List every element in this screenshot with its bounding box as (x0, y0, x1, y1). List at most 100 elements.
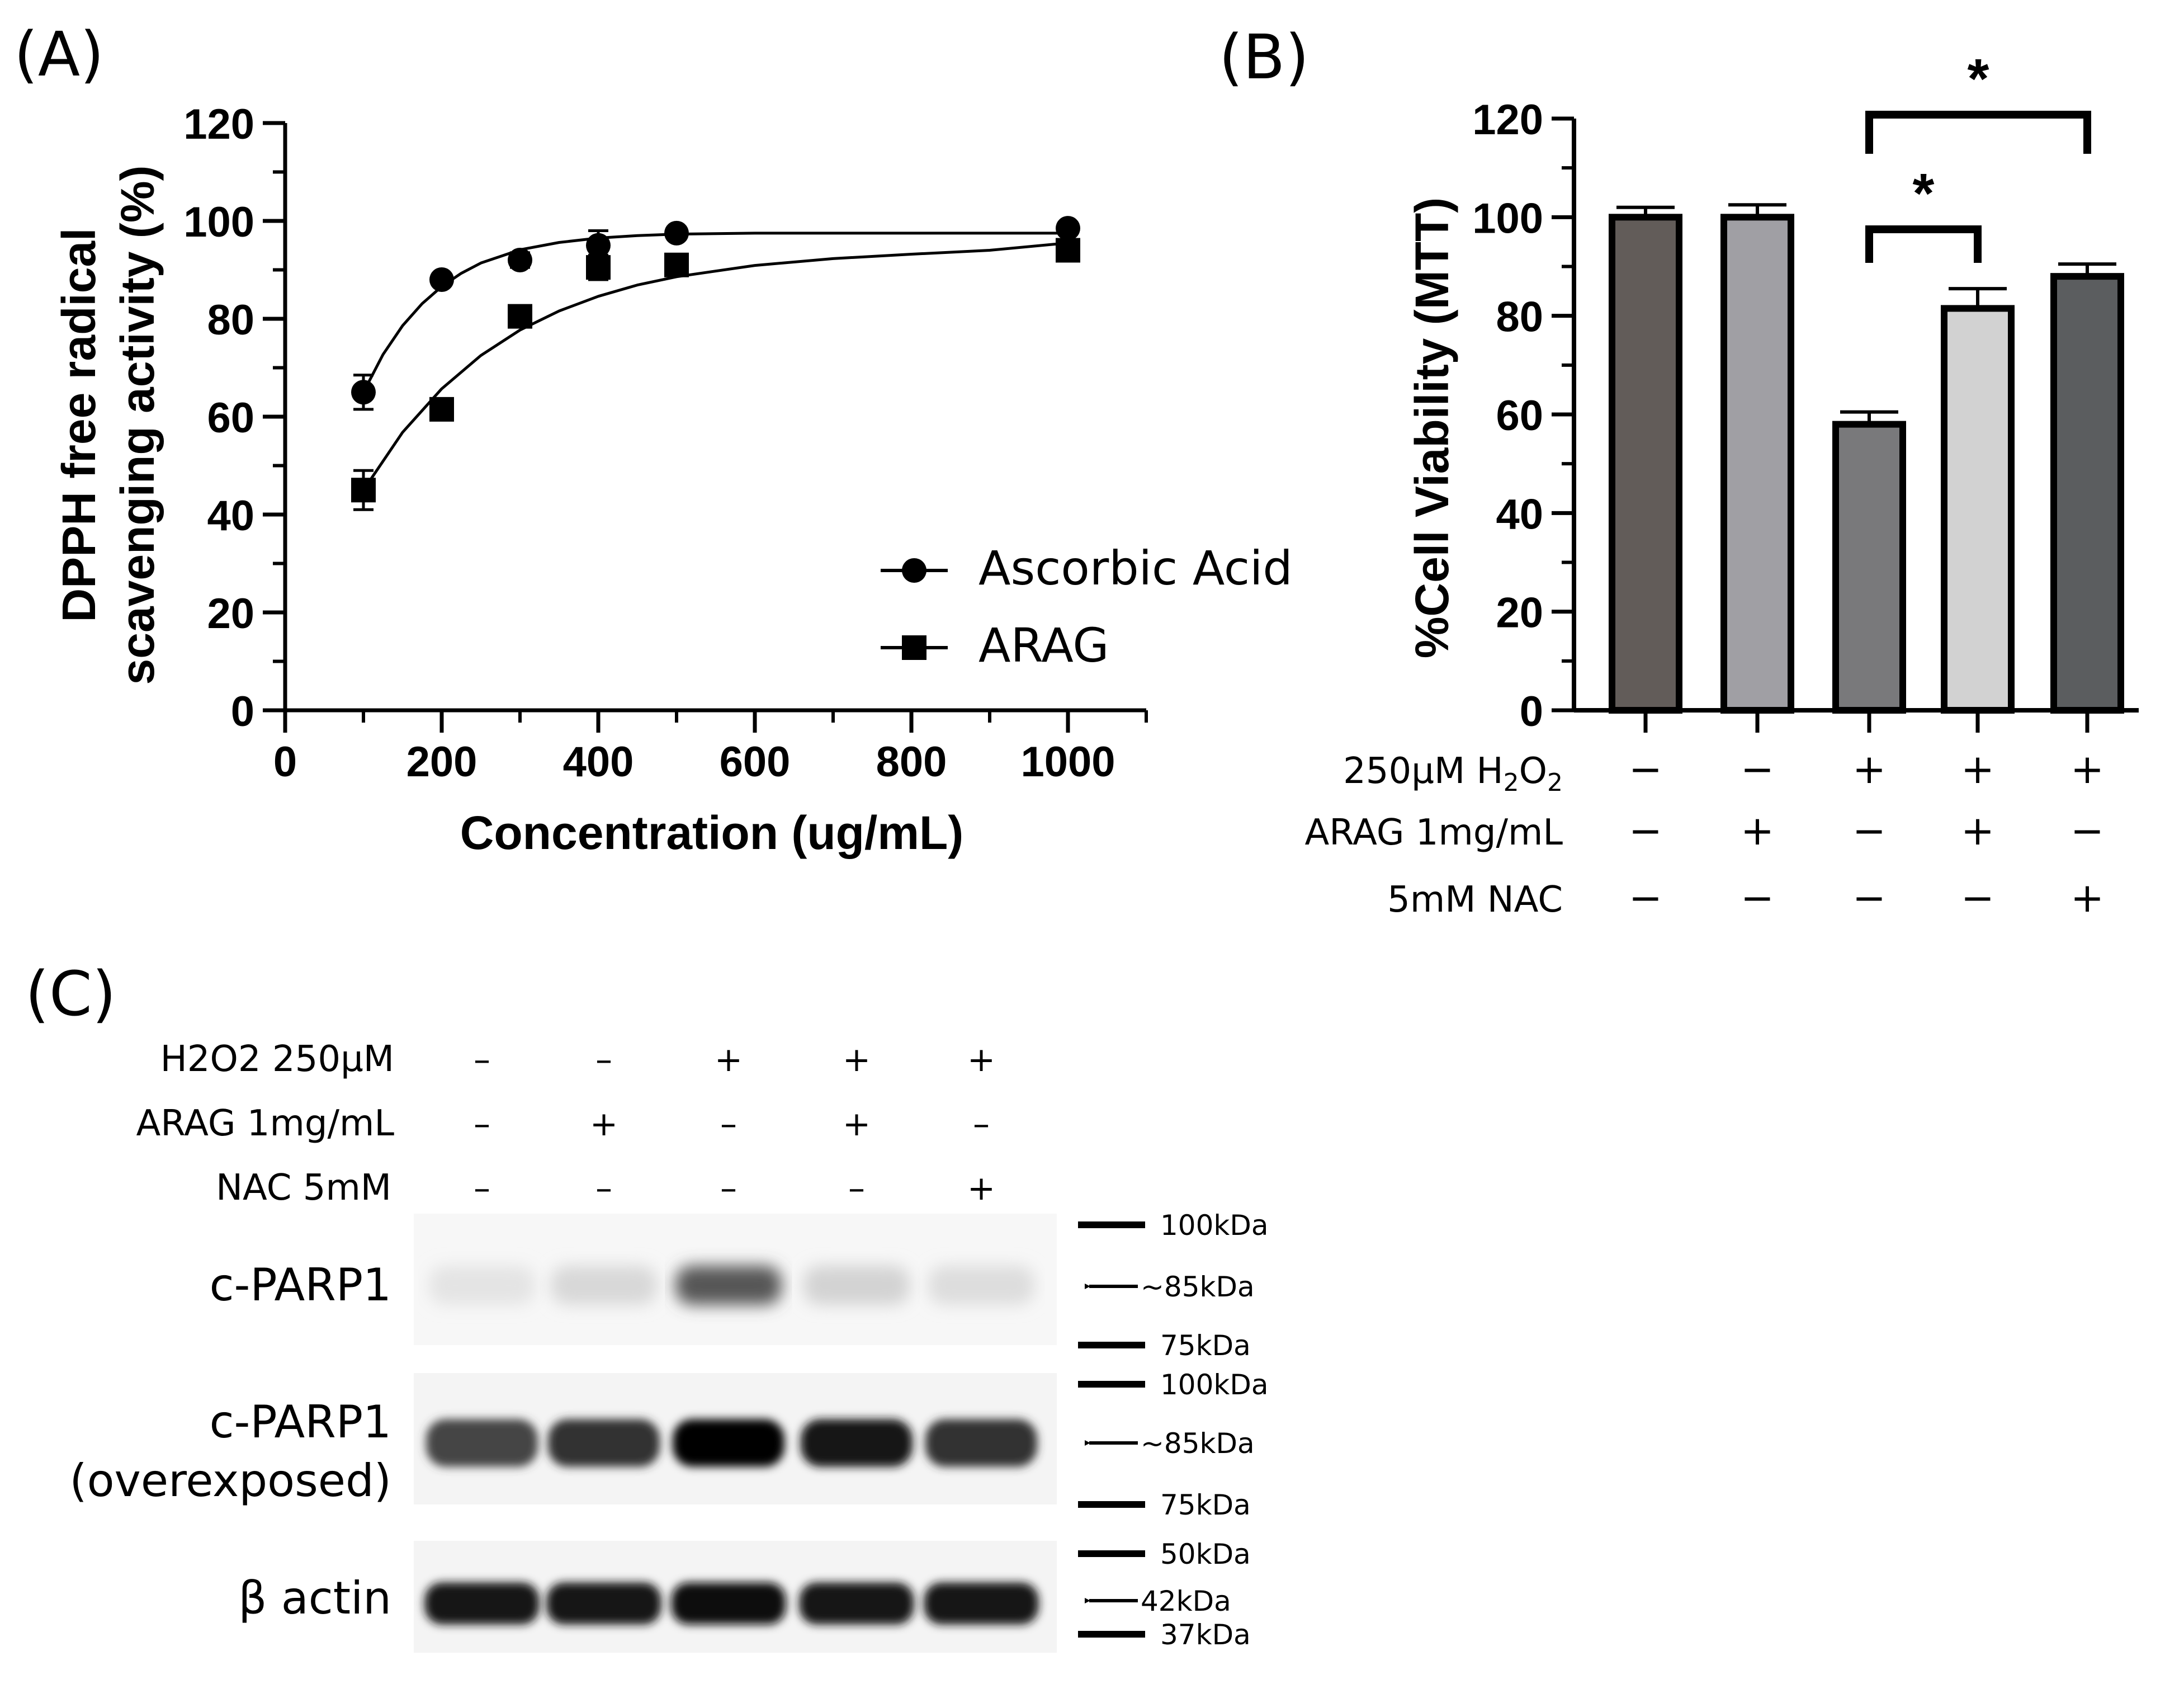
panel-a-label: (A) (14, 18, 104, 90)
significance-asterisk: * (1913, 162, 1935, 225)
y-tick-label: 0 (1520, 688, 1543, 735)
minus-sign: − (1961, 874, 1994, 921)
significance-bracket (1865, 111, 2091, 154)
bar (1941, 305, 2015, 714)
y-tick-label: 80 (207, 296, 254, 344)
minus-sign: – (595, 1169, 612, 1208)
minus-sign: − (1741, 874, 1774, 921)
blot-label-beta-actin: β actin (238, 1572, 391, 1624)
protein-band (924, 1582, 1039, 1625)
significance-bracket (1865, 225, 1982, 263)
blot-treatment-signs: – – + + + – + – + – – – – – + (474, 1040, 995, 1208)
data-point-ascorbic-acid (508, 248, 532, 272)
y-tick-label: 20 (1496, 589, 1543, 637)
x-tick-label: 600 (720, 738, 791, 786)
blot-c-parp1-overexposed: c-PARP1 (overexposed) (69, 1373, 1057, 1507)
y-tick-label: 40 (207, 492, 254, 540)
data-point-arag (664, 252, 689, 277)
protein-band (801, 1419, 913, 1467)
treatment-label-h2o2: 250µM H2O2 (1343, 751, 1563, 797)
data-point-arag (508, 304, 532, 329)
panel-a-fit-curves (362, 232, 1069, 491)
panel-a-data-points (351, 216, 1080, 511)
minus-sign: − (1629, 874, 1662, 921)
marker-label: 100kDa (1160, 1209, 1269, 1242)
y-tick-label: 40 (1496, 490, 1543, 538)
data-point-ascorbic-acid (429, 267, 454, 292)
y-tick-label: 120 (183, 101, 254, 148)
panel-b-label: (B) (1219, 21, 1309, 93)
blot-bands (429, 1266, 1034, 1305)
panel-a-axes: 0 20 40 60 80 100 120 0 200 400 600 800 1000 (183, 101, 1148, 786)
bar (1720, 214, 1794, 714)
plus-sign: + (1741, 807, 1774, 854)
protein-band (803, 1266, 910, 1305)
plus-sign: + (843, 1105, 871, 1144)
protein-band (671, 1582, 786, 1625)
blot-bands (424, 1582, 1039, 1625)
x-tick-label: 0 (273, 738, 297, 786)
x-tick-label: 800 (876, 738, 947, 786)
minus-sign: − (2070, 807, 2104, 854)
minus-sign: – (720, 1169, 737, 1208)
plus-sign: + (1961, 746, 1994, 793)
data-point-arag (429, 397, 454, 422)
y-tick-label: 0 (231, 688, 254, 735)
minus-sign: − (1629, 807, 1662, 854)
blot-label-overexposed-line2: (overexposed) (69, 1455, 391, 1507)
protein-band (548, 1419, 660, 1467)
legend-label-arag: ARAG (978, 618, 1109, 673)
blot-label-c-parp1: c-PARP1 (210, 1259, 391, 1311)
plus-sign: + (715, 1040, 743, 1079)
minus-sign: − (1852, 807, 1886, 854)
plus-sign: + (1961, 807, 1994, 854)
bar (1609, 214, 1682, 714)
minus-sign: – (973, 1105, 990, 1144)
y-tick-label: 20 (207, 590, 254, 638)
blot-treatment-label-h2o2: H2O2 250µM (160, 1039, 394, 1080)
minus-sign: – (474, 1105, 490, 1144)
significance-asterisk: * (1968, 48, 1989, 110)
minus-sign: − (1852, 874, 1886, 921)
marker-label: ~85kDa (1141, 1427, 1255, 1460)
minus-sign: − (1629, 746, 1662, 793)
marker-label: 75kDa (1160, 1489, 1251, 1521)
marker-label: 100kDa (1160, 1369, 1269, 1401)
protein-band (424, 1582, 540, 1625)
plus-sign: + (967, 1169, 995, 1208)
panel-a-legend: Ascorbic Acid ARAG (881, 541, 1293, 673)
panel-a-y-axis-label-line2: scavenging activity (%) (111, 166, 164, 685)
plus-sign: + (590, 1105, 618, 1144)
plus-sign: + (1852, 746, 1886, 793)
marker-label: 75kDa (1160, 1329, 1251, 1362)
blot-c-parp1: c-PARP1 (210, 1214, 1057, 1345)
plus-sign: + (2070, 746, 2104, 793)
panel-b-axes: 0 20 40 60 80 100 120 (1472, 96, 2139, 735)
panel-a-x-axis-label: Concentration (ug/mL) (460, 806, 964, 859)
marker-label: 50kDa (1160, 1538, 1251, 1570)
panel-b-bars (1609, 203, 2124, 714)
protein-band (426, 1419, 538, 1467)
legend-marker-square (902, 635, 926, 660)
data-point-arag (586, 255, 611, 280)
protein-band (799, 1582, 914, 1625)
blot-treatment-label-nac: NAC 5mM (216, 1167, 391, 1209)
minus-sign: − (1741, 746, 1774, 793)
panel-c-label: (C) (25, 958, 116, 1030)
y-tick-label: 120 (1472, 96, 1543, 144)
data-point-ascorbic-acid (586, 233, 611, 258)
bar (2050, 273, 2124, 714)
treatment-label-nac: 5mM NAC (1387, 879, 1563, 921)
panel-a-y-axis-label-line1: DPPH free radical (53, 228, 105, 622)
y-tick-label: 100 (1472, 195, 1543, 242)
protein-band (673, 1419, 784, 1467)
plus-sign: + (967, 1040, 995, 1079)
data-point-arag (1056, 238, 1080, 263)
marker-label: 37kDa (1160, 1619, 1251, 1651)
marker-label: ~85kDa (1141, 1271, 1255, 1303)
minus-sign: – (848, 1169, 865, 1208)
y-tick-label: 80 (1496, 294, 1543, 341)
plus-sign: + (2070, 874, 2104, 921)
